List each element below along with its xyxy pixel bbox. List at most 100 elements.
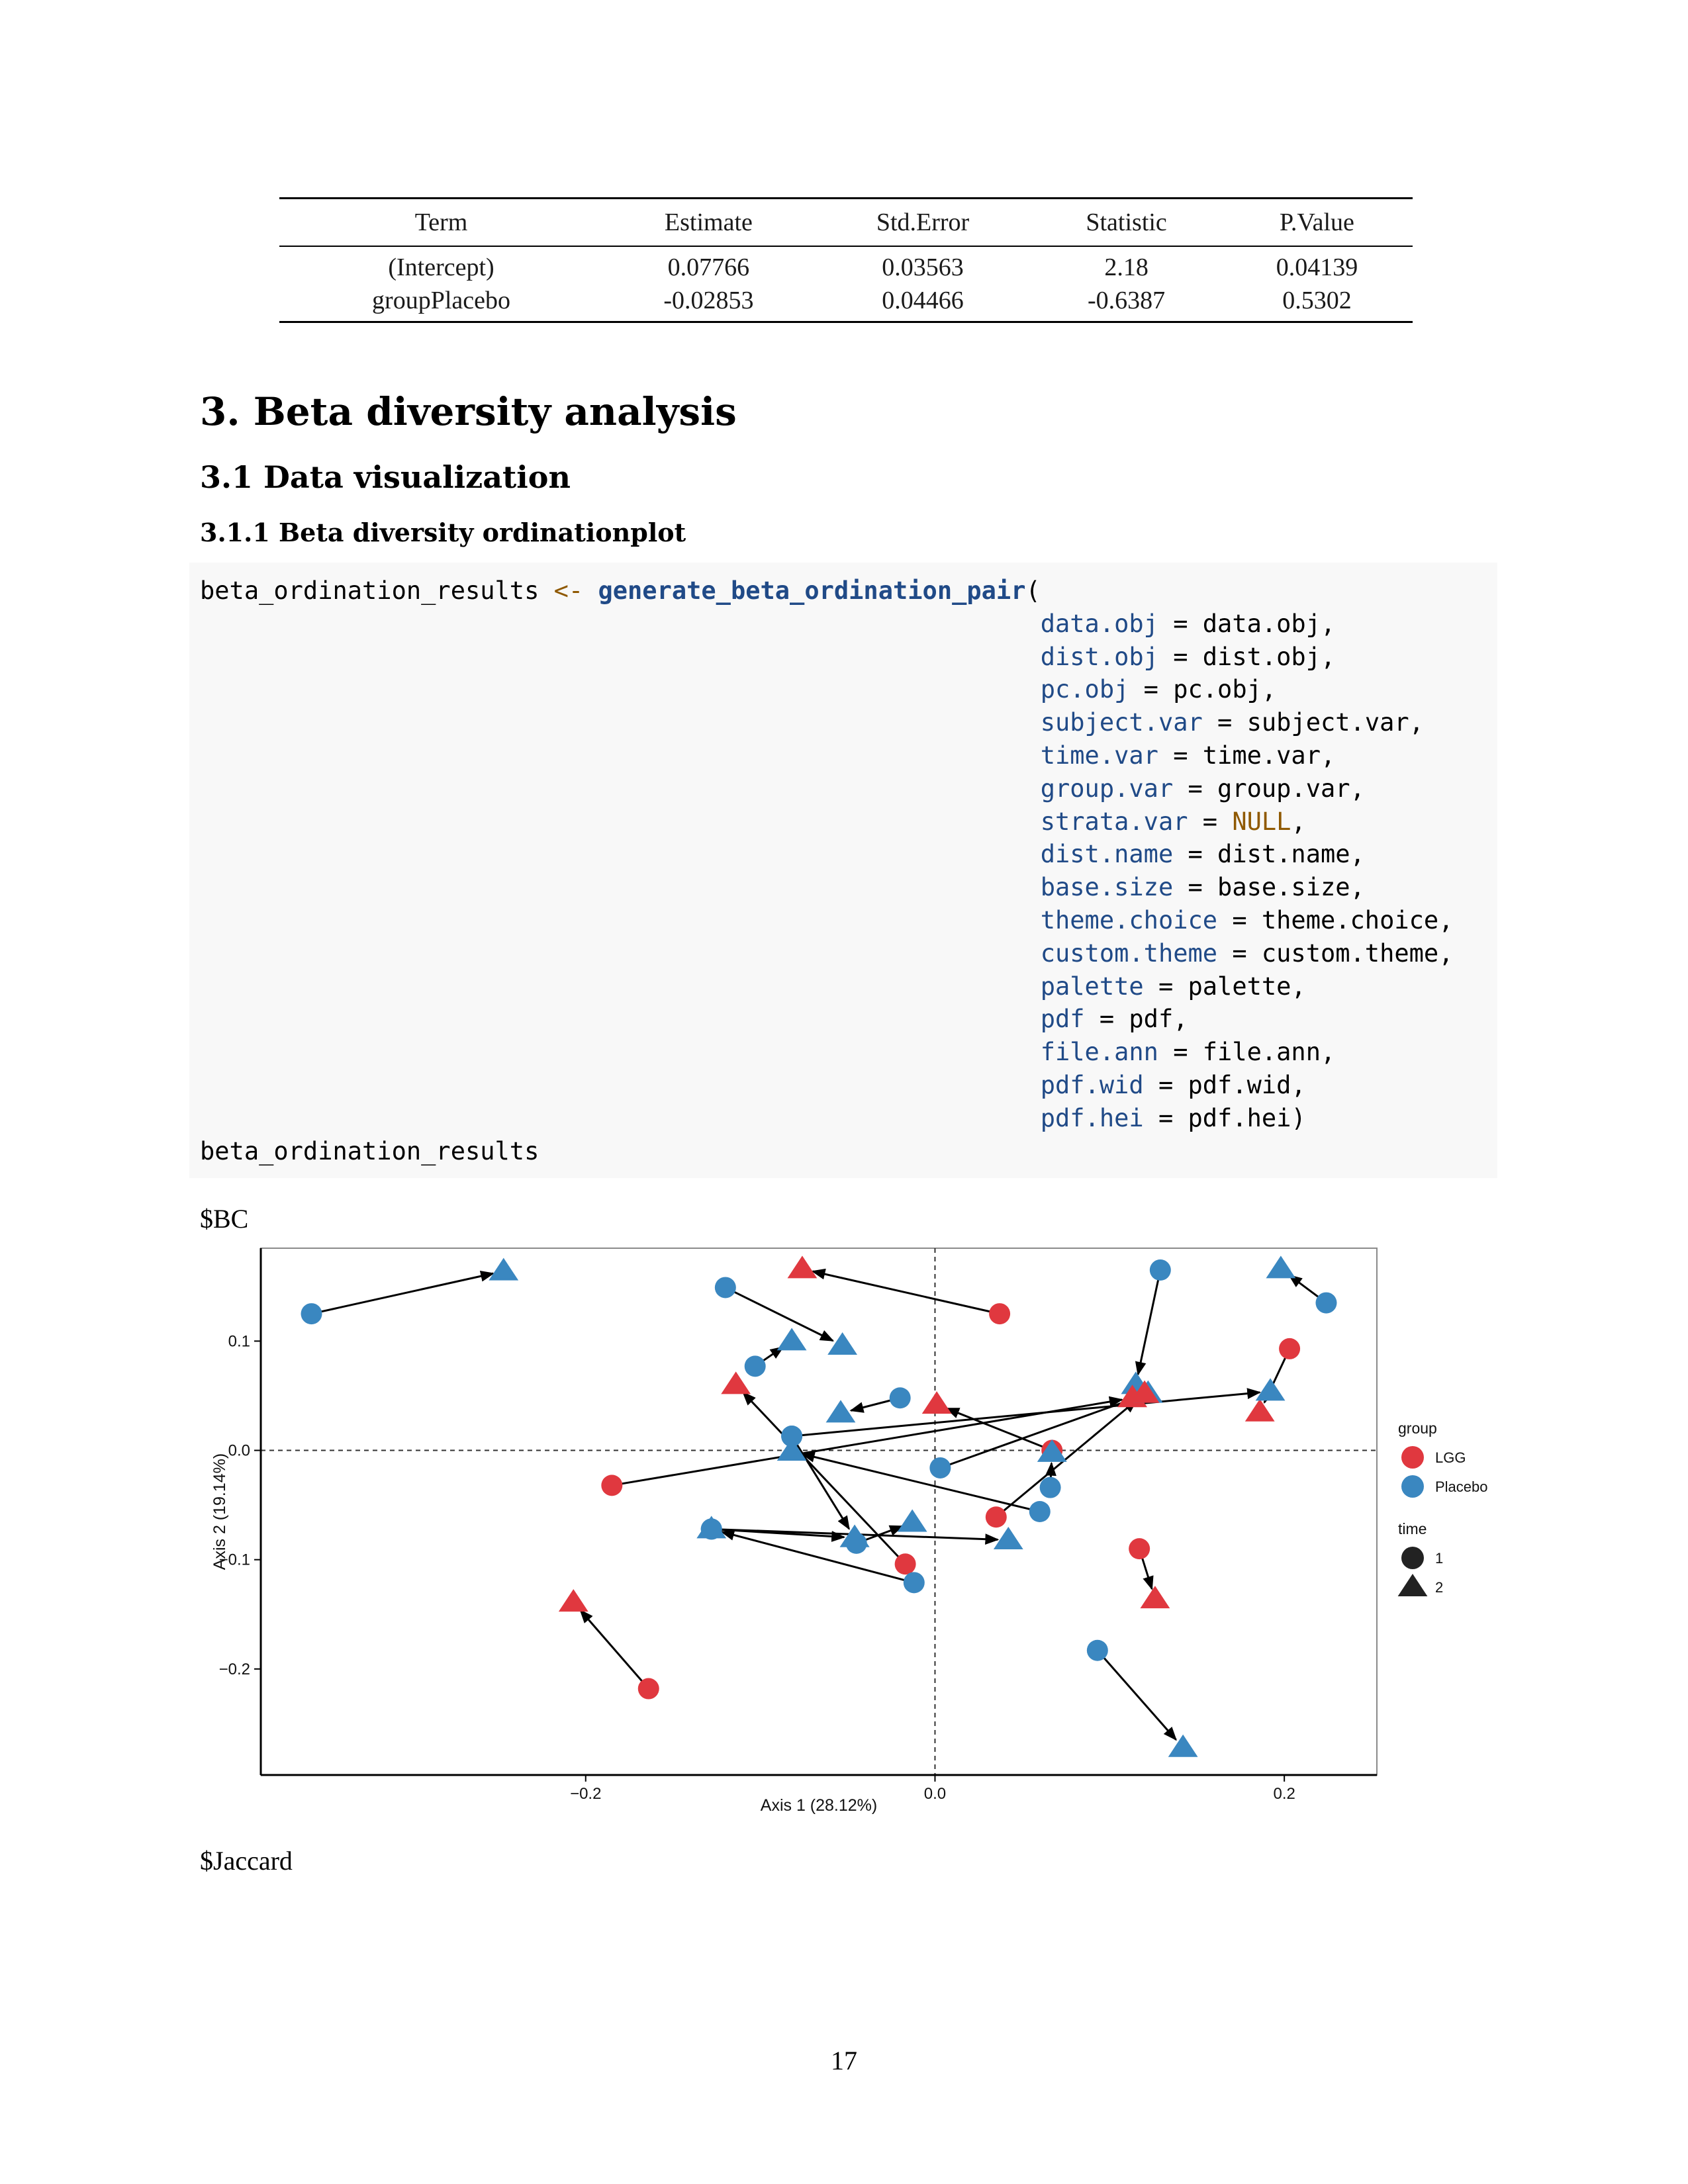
jaccard-output-label: $Jaccard: [200, 1846, 293, 1876]
table-cell: (Intercept): [388, 253, 494, 281]
pair-arrow: [720, 1529, 906, 1582]
legend-time-title: time: [1398, 1520, 1427, 1537]
point-time-1: [1029, 1501, 1051, 1522]
legend-group-label: Placebo: [1435, 1479, 1488, 1495]
page-number: 17: [831, 2046, 857, 2075]
point-time-1: [637, 1678, 659, 1700]
table-cell: 0.03563: [882, 253, 964, 281]
pair-arrow: [579, 1609, 643, 1682]
legend-group-title: group: [1398, 1420, 1437, 1437]
x-tick-label: −0.2: [570, 1785, 601, 1803]
code-text: beta_ordination_results <- generate_beta…: [200, 576, 1454, 1165]
point-time-1: [929, 1457, 951, 1479]
table-cell: 0.04466: [882, 287, 964, 314]
point-time-2: [776, 1328, 807, 1351]
code-arg-name: subject.var: [1040, 708, 1203, 737]
code-arg-name: pdf: [1040, 1005, 1085, 1034]
code-arg-name: dist.name: [1040, 840, 1174, 869]
code-arg-value: theme.choice: [1261, 905, 1439, 934]
pair-arrow: [811, 1268, 991, 1313]
code-arg-name: group.var: [1040, 774, 1174, 803]
legend-group-swatch: [1401, 1475, 1424, 1498]
legend-group-label: LGG: [1435, 1449, 1466, 1466]
x-axis-label: Axis 1 (28.12%): [761, 1796, 877, 1815]
point-time-2: [897, 1509, 927, 1532]
reference-lines: [261, 1248, 1377, 1775]
point-time-1: [781, 1426, 803, 1447]
point-time-1: [1315, 1292, 1337, 1314]
legend-time-label: 2: [1435, 1579, 1443, 1596]
pair-arrow: [1288, 1274, 1320, 1298]
header-p-value: P.Value: [1279, 208, 1354, 236]
code-arg-value: data.obj: [1202, 609, 1321, 638]
code-arg-name: data.obj: [1040, 609, 1158, 638]
table-cell: 0.07766: [667, 253, 750, 281]
point-time-2: [921, 1391, 952, 1414]
table-cell: -0.6387: [1088, 287, 1166, 314]
axes: −0.2 0.0 0.2 −0.2 −0.1 0.0 0.1: [219, 1248, 1377, 1803]
subsection-heading: 3.1 Data visualization: [200, 459, 571, 495]
code-assign-target: beta_ordination_results: [200, 576, 554, 605]
header-estimate: Estimate: [664, 208, 753, 236]
ordination-plot: −0.2 0.0 0.2 −0.2 −0.1 0.0 0.1 Axis 1 (28.12%)…: [211, 1248, 1488, 1815]
code-arg-value: subject.var: [1246, 708, 1409, 737]
x-tick-label: 0.2: [1273, 1785, 1295, 1803]
code-final-line: beta_ordination_results: [200, 1136, 539, 1165]
y-tick-label: −0.2: [219, 1661, 250, 1678]
legend-time-label: 1: [1435, 1550, 1443, 1567]
point-time-2: [776, 1438, 807, 1461]
code-arg-name: time.var: [1040, 741, 1158, 770]
plot-panel: [260, 1248, 1378, 1776]
code-arg-name: palette: [1040, 972, 1144, 1001]
point-time-2: [1168, 1734, 1198, 1757]
code-arg-value: palette: [1188, 972, 1291, 1001]
header-statistic: Statistic: [1086, 208, 1167, 236]
point-time-2: [558, 1589, 588, 1612]
pair-arrow: [800, 1388, 1262, 1437]
point-time-1: [601, 1475, 623, 1496]
table-cell: 0.04139: [1276, 253, 1358, 281]
point-time-1: [1039, 1477, 1061, 1498]
pair-arrow: [865, 1525, 904, 1541]
point-time-1: [1149, 1259, 1171, 1281]
table-cell: 0.5302: [1282, 287, 1352, 314]
point-time-1: [889, 1387, 911, 1409]
table-header-row: Term Estimate Std.Error Statistic P.Valu…: [279, 198, 1413, 246]
code-arg-value: time.var: [1202, 741, 1321, 770]
point-time-1: [1129, 1538, 1150, 1560]
code-arg-value: pdf: [1129, 1005, 1174, 1034]
code-arg-name: custom.theme: [1040, 938, 1218, 968]
point-time-2: [1140, 1586, 1170, 1609]
regression-table: Term Estimate Std.Error Statistic P.Valu…: [279, 197, 1413, 323]
point-time-2: [787, 1255, 818, 1279]
code-arg-value: file.ann: [1202, 1038, 1321, 1067]
code-block: beta_ordination_results <- generate_beta…: [189, 563, 1497, 1178]
legend-group-swatch: [1401, 1446, 1424, 1469]
point-time-1: [985, 1506, 1007, 1528]
code-arg-value: NULL: [1232, 807, 1291, 836]
pair-arrow: [320, 1271, 495, 1313]
x-tick-label: 0.0: [924, 1785, 946, 1803]
code-arg-value: pc.obj: [1173, 675, 1262, 704]
point-time-2: [1129, 1380, 1160, 1403]
y-axis-label: Axis 2 (19.14%): [211, 1453, 229, 1570]
point-time-1: [1086, 1639, 1108, 1661]
code-arg-name: base.size: [1040, 873, 1174, 902]
y-tick-label: −0.1: [219, 1551, 250, 1569]
point-time-1: [903, 1572, 925, 1594]
header-term: Term: [414, 208, 468, 236]
pair-arrow: [1002, 1399, 1138, 1512]
subsubsection-heading: 3.1.1 Beta diversity ordinationplot: [200, 518, 686, 547]
point-time-2: [993, 1526, 1023, 1549]
point-time-1: [989, 1303, 1011, 1325]
pair-arrow: [1135, 1279, 1160, 1376]
point-time-2: [1244, 1398, 1275, 1422]
point-time-2: [825, 1400, 856, 1423]
point-time-2: [839, 1524, 870, 1547]
table-cell: 2.18: [1104, 253, 1149, 281]
code-arg-value: dist.obj: [1202, 642, 1321, 671]
code-arg-name: theme.choice: [1040, 905, 1218, 934]
table-row: groupPlacebo -0.02853 0.04466 -0.6387 0.…: [279, 284, 1413, 322]
point-time-2: [489, 1257, 519, 1281]
pair-arrow: [1102, 1657, 1177, 1741]
